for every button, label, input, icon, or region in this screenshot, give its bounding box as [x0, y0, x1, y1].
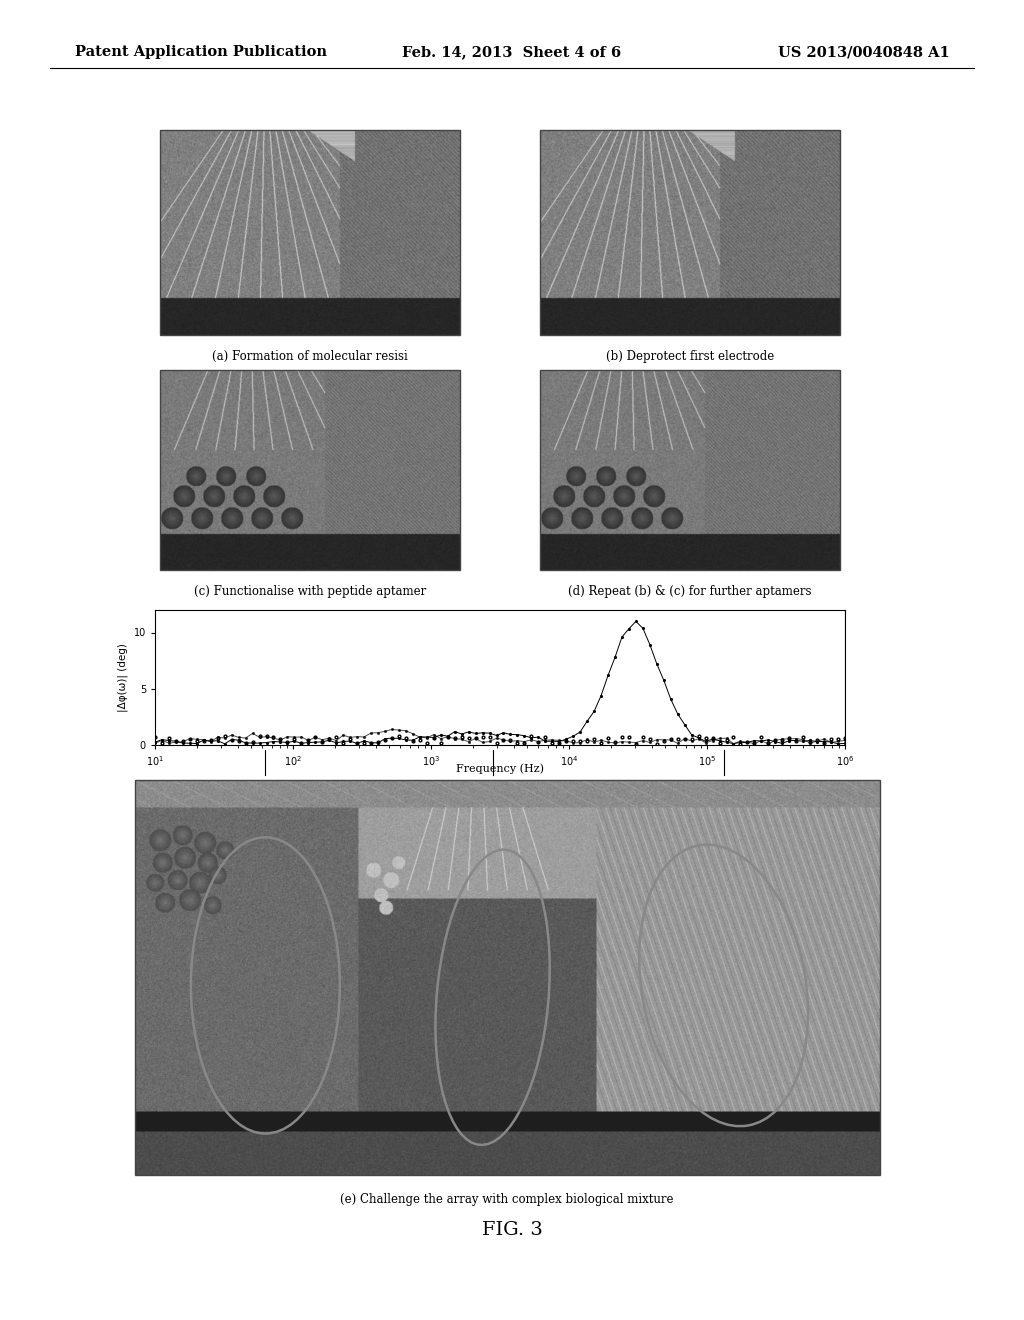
Text: (e) Challenge the array with complex biological mixture: (e) Challenge the array with complex bio…	[340, 1193, 674, 1206]
Text: (a) Formation of molecular resisi: (a) Formation of molecular resisi	[212, 350, 408, 363]
Text: (d) Repeat (b) & (c) for further aptamers: (d) Repeat (b) & (c) for further aptamer…	[568, 585, 812, 598]
Text: (b) Deprotect first electrode: (b) Deprotect first electrode	[606, 350, 774, 363]
Bar	[540, 370, 840, 570]
Y-axis label: |Δφ(ω)| (deg): |Δφ(ω)| (deg)	[118, 643, 128, 711]
Bar	[540, 129, 840, 335]
Bar	[135, 780, 880, 1175]
Bar	[160, 129, 460, 335]
Text: Frequency (Hz): Frequency (Hz)	[456, 763, 544, 774]
Text: FIG. 3: FIG. 3	[481, 1221, 543, 1239]
Bar	[160, 370, 460, 570]
Text: US 2013/0040848 A1: US 2013/0040848 A1	[778, 45, 950, 59]
Text: Feb. 14, 2013  Sheet 4 of 6: Feb. 14, 2013 Sheet 4 of 6	[402, 45, 622, 59]
Text: Patent Application Publication: Patent Application Publication	[75, 45, 327, 59]
Text: (c) Functionalise with peptide aptamer: (c) Functionalise with peptide aptamer	[194, 585, 426, 598]
